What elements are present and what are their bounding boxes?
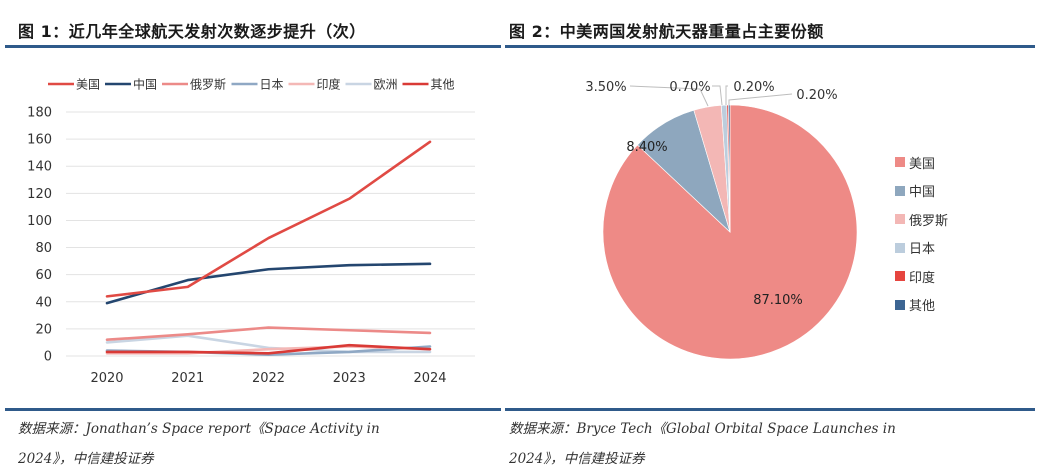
- pie-legend-swatch: [895, 214, 905, 225]
- y-tick-label: 120: [27, 187, 52, 202]
- legend-label: 中国: [133, 77, 157, 92]
- figure1-bottom-rule: [5, 408, 501, 411]
- figure2-bottom-rule: [505, 408, 1035, 411]
- figure2-title-rule: [505, 45, 1035, 48]
- figure1-title: 图 1：近几年全球航天发射次数逐步提升（次）: [18, 22, 366, 41]
- figure2-source-line1: 数据来源：Bryce Tech《Global Orbital Space Lau…: [509, 421, 896, 437]
- pie-legend-label: 印度: [909, 270, 936, 286]
- y-tick-label: 140: [27, 160, 52, 175]
- figure2-title: 图 2：中美两国发射航天器重量占主要份额: [509, 22, 824, 41]
- line-chart: 美国 中国 俄罗斯 日本 印度 欧洲 其他 0 20 40 60 80 100 120 140 160 180…: [27, 77, 475, 386]
- y-tick-label: 20: [35, 322, 52, 337]
- series-line-2: [105, 326, 432, 342]
- pie-chart: 87.10% 8.40% 3.50% 0.70% 0.20% 0.20%: [585, 80, 858, 360]
- line-chart-legend: 美国 中国 俄罗斯 日本 印度 欧洲 其他: [48, 77, 455, 92]
- y-tick-label: 0: [44, 350, 52, 365]
- line-chart-gridlines: [66, 111, 475, 357]
- pie-legend-swatch: [895, 157, 905, 168]
- pie-legend-item: 印度: [895, 262, 948, 291]
- pie-leader-line: [712, 85, 723, 106]
- y-tick-label: 100: [27, 214, 52, 229]
- pie-leader-lines: [629, 85, 793, 107]
- pie-legend-item: 日本: [895, 234, 948, 263]
- pie-legend-label: 美国: [909, 156, 936, 172]
- figure1-title-rule: [5, 45, 501, 48]
- pie-label-5: 0.20%: [796, 88, 837, 103]
- legend-item: 其他: [402, 78, 455, 92]
- pie-slices: [602, 104, 858, 360]
- pie-legend-label: 日本: [909, 242, 936, 258]
- legend-item: 美国: [48, 78, 100, 92]
- line-chart-series: [105, 140, 432, 356]
- legend-label: 印度: [317, 77, 341, 92]
- pie-slice-0: [602, 104, 858, 360]
- pie-label-0: 87.10%: [753, 293, 803, 308]
- figure1-source-line1: 数据来源：Jonathan’s Space report《Space Activ…: [18, 421, 380, 437]
- pie-legend-swatch: [895, 185, 905, 196]
- pie-slice-5: [728, 104, 731, 233]
- pie-label-1: 8.40%: [626, 140, 667, 155]
- y-tick-label: 60: [35, 268, 52, 283]
- pie-legend-item: 美国: [895, 148, 948, 177]
- pie-leader-line: [725, 85, 728, 105]
- pie-label-4: 0.20%: [733, 80, 774, 95]
- pie-legend-label: 其他: [909, 299, 936, 315]
- legend-item: 日本: [231, 78, 284, 92]
- figure2-source: 数据来源：Bryce Tech《Global Orbital Space Lau…: [509, 414, 896, 474]
- legend-label: 其他: [431, 78, 455, 92]
- legend-item: 欧洲: [345, 78, 398, 92]
- series-line-5: [105, 334, 432, 354]
- y-tick-label: 180: [27, 106, 52, 121]
- pie-legend-swatch: [895, 299, 905, 310]
- pie-label-3: 0.70%: [669, 80, 710, 95]
- pie-label-2: 3.50%: [585, 80, 626, 95]
- pie-data-labels: 87.10% 8.40% 3.50% 0.70% 0.20% 0.20%: [585, 80, 837, 308]
- pie-legend-swatch: [895, 271, 905, 282]
- pie-legend-item: 俄罗斯: [895, 205, 948, 234]
- pie-leader-line: [629, 85, 709, 107]
- pie-legend-item: 其他: [895, 291, 948, 320]
- y-tick-label: 40: [35, 295, 52, 310]
- legend-label: 俄罗斯: [190, 78, 226, 92]
- y-tick-label: 160: [27, 133, 52, 148]
- legend-label: 美国: [76, 78, 100, 92]
- legend-item: 印度: [288, 77, 341, 92]
- y-tick-label: 80: [35, 241, 52, 256]
- legend-label: 日本: [260, 78, 284, 92]
- pie-leader-line: [728, 93, 793, 105]
- x-tick-label: 2024: [413, 371, 446, 386]
- pie-legend-label: 中国: [909, 185, 936, 201]
- x-axis-ticks: 2020 2021 2022 2023 2024: [90, 371, 446, 386]
- pie-legend: 美国中国俄罗斯日本印度其他: [895, 148, 948, 319]
- series-line-0: [105, 140, 432, 298]
- x-tick-label: 2020: [90, 371, 123, 386]
- pie-legend-item: 中国: [895, 177, 948, 206]
- figure1-source: 数据来源：Jonathan’s Space report《Space Activ…: [18, 414, 380, 474]
- legend-item: 中国: [105, 77, 157, 92]
- pie-legend-label: 俄罗斯: [909, 213, 949, 229]
- y-axis-ticks: 0 20 40 60 80 100 120 140 160 180: [27, 106, 52, 365]
- legend-label: 欧洲: [374, 78, 398, 92]
- pie-legend-swatch: [895, 242, 905, 253]
- x-tick-label: 2023: [333, 371, 366, 386]
- figure1-source-line2: 2024》，中信建投证券: [18, 451, 154, 467]
- figure2-source-line2: 2024》，中信建投证券: [509, 451, 645, 467]
- series-line-1: [105, 262, 432, 305]
- x-tick-label: 2021: [171, 371, 204, 386]
- series-line-6: [105, 343, 432, 355]
- legend-item: 俄罗斯: [162, 78, 226, 92]
- x-tick-label: 2022: [252, 371, 285, 386]
